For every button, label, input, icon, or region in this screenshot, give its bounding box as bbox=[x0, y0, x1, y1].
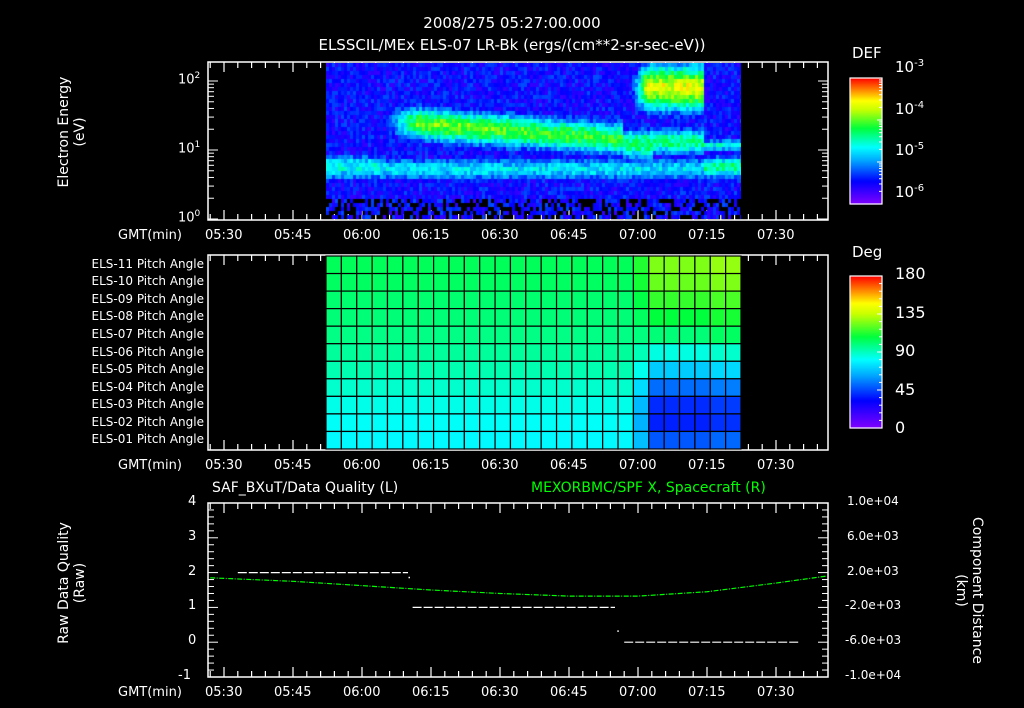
pitch-angle-row-label: ELS-04 Pitch Angle bbox=[91, 379, 204, 394]
pitch-angle-row-label: ELS-06 Pitch Angle bbox=[91, 344, 204, 359]
deg-colorbar-title: Deg bbox=[852, 243, 883, 261]
pitch-angle-row-label: ELS-03 Pitch Angle bbox=[91, 397, 204, 412]
deg-colorbar-label: 135 bbox=[895, 302, 926, 322]
distance-ytick: -1.0e+04 bbox=[845, 668, 902, 682]
time-tick-label: 06:00 bbox=[343, 228, 381, 243]
time-tick-label: 07:15 bbox=[688, 685, 726, 700]
energy-axis-label: Electron Energy (eV) bbox=[56, 57, 88, 207]
distance-ytick: 6.0e+03 bbox=[847, 528, 899, 543]
time-tick-label: 05:45 bbox=[274, 458, 312, 473]
quality-axis-label: Raw Data Quality (Raw) bbox=[56, 498, 88, 668]
time-tick-label: 07:30 bbox=[757, 685, 795, 700]
time-tick-label: 07:30 bbox=[757, 228, 795, 243]
quality-axis-label-line2: (Raw) bbox=[72, 562, 88, 604]
time-tick-label: 06:00 bbox=[343, 685, 381, 700]
pitch-angle-row-label: ELS-11 Pitch Angle bbox=[91, 256, 204, 271]
def-colorbar-label: 10-4 bbox=[895, 100, 925, 118]
pitch-angle-row-label: ELS-08 Pitch Angle bbox=[91, 309, 204, 324]
deg-colorbar-label: 180 bbox=[895, 264, 926, 283]
time-tick-label: 07:15 bbox=[688, 228, 726, 243]
time-tick-label: 06:15 bbox=[412, 685, 450, 700]
time-tick-label: 05:30 bbox=[205, 685, 243, 700]
time-tick-label: 05:45 bbox=[274, 685, 312, 700]
energy-axis-label-line2: (eV) bbox=[72, 117, 88, 147]
deg-colorbar-label: 90 bbox=[895, 341, 916, 360]
distance-axis-label-line2: (km) bbox=[953, 574, 969, 607]
time-axis-label: GMT(min) bbox=[118, 685, 182, 700]
time-tick-label: 07:00 bbox=[619, 458, 657, 473]
time-tick-label: 06:30 bbox=[481, 228, 519, 243]
time-tick-label: 07:15 bbox=[688, 458, 726, 473]
distance-ytick: -6.0e+03 bbox=[845, 633, 902, 648]
distance-ytick: 2.0e+03 bbox=[847, 563, 899, 578]
distance-ytick: 1.0e+04 bbox=[847, 494, 899, 508]
time-tick-label: 06:30 bbox=[481, 685, 519, 700]
time-tick-label: 06:45 bbox=[550, 228, 588, 243]
time-tick-label: 05:45 bbox=[274, 228, 312, 243]
time-tick-label: 07:00 bbox=[619, 228, 657, 243]
time-tick-label: 06:30 bbox=[481, 458, 519, 473]
quality-ytick: 3 bbox=[188, 528, 197, 544]
quality-ytick: 1 bbox=[188, 598, 197, 614]
plot-datetime: 2008/275 05:27:00.000 bbox=[423, 14, 601, 32]
distance-axis-label-line1: Component Distance bbox=[969, 517, 985, 664]
time-tick-label: 06:45 bbox=[550, 458, 588, 473]
deg-colorbar-label: 45 bbox=[895, 379, 916, 399]
quality-ytick: 4 bbox=[188, 494, 197, 509]
pitch-angle-row-label: ELS-09 Pitch Angle bbox=[91, 291, 204, 306]
deg-colorbar-label: 0 bbox=[895, 418, 906, 437]
time-axis-label: GMT(min) bbox=[118, 458, 182, 473]
spf-x-panel-title: MEXORBMC/SPF X, Spacecraft (R) bbox=[531, 480, 766, 496]
distance-ytick: -2.0e+03 bbox=[845, 598, 902, 613]
time-tick-label: 06:45 bbox=[550, 685, 588, 700]
def-colorbar-label: 10-3 bbox=[895, 58, 925, 76]
energy-ytick: 102 bbox=[178, 71, 201, 88]
def-colorbar-label: 10-5 bbox=[895, 141, 925, 159]
quality-ytick: 2 bbox=[188, 563, 197, 579]
energy-ytick: 101 bbox=[178, 140, 201, 157]
time-tick-label: 05:30 bbox=[205, 228, 243, 243]
time-tick-label: 06:15 bbox=[412, 228, 450, 243]
def-colorbar-label: 10-6 bbox=[895, 183, 925, 201]
def-colorbar-title: DEF bbox=[852, 44, 882, 62]
distance-axis-label: Component Distance (km) bbox=[953, 503, 985, 678]
pitch-angle-row-label: ELS-02 Pitch Angle bbox=[91, 414, 204, 429]
quality-ytick: 0 bbox=[188, 633, 197, 649]
time-tick-label: 05:30 bbox=[205, 458, 243, 473]
time-tick-label: 07:30 bbox=[757, 458, 795, 473]
pitch-angle-row-label: ELS-10 Pitch Angle bbox=[91, 274, 204, 289]
energy-ytick: 100 bbox=[178, 209, 201, 226]
energy-spectrogram bbox=[326, 63, 741, 219]
time-tick-label: 07:00 bbox=[619, 685, 657, 700]
quality-ytick: -1 bbox=[178, 668, 191, 683]
time-tick-label: 06:00 bbox=[343, 458, 381, 473]
quality-axis-label-line1: Raw Data Quality bbox=[56, 522, 72, 644]
pitch-angle-row-label: ELS-07 Pitch Angle bbox=[91, 326, 204, 341]
plot-subtitle: ELSSCIL/MEx ELS-07 LR-Bk (ergs/(cm**2-sr… bbox=[318, 36, 706, 54]
pitch-angle-row-label: ELS-05 Pitch Angle bbox=[91, 362, 204, 377]
quality-panel-title: SAF_BXuT/Data Quality (L) bbox=[212, 480, 399, 496]
energy-axis-label-line1: Electron Energy bbox=[56, 76, 72, 188]
time-tick-label: 06:15 bbox=[412, 458, 450, 473]
pitch-angle-row-label: ELS-01 Pitch Angle bbox=[91, 432, 204, 447]
time-axis-label: GMT(min) bbox=[118, 228, 182, 243]
